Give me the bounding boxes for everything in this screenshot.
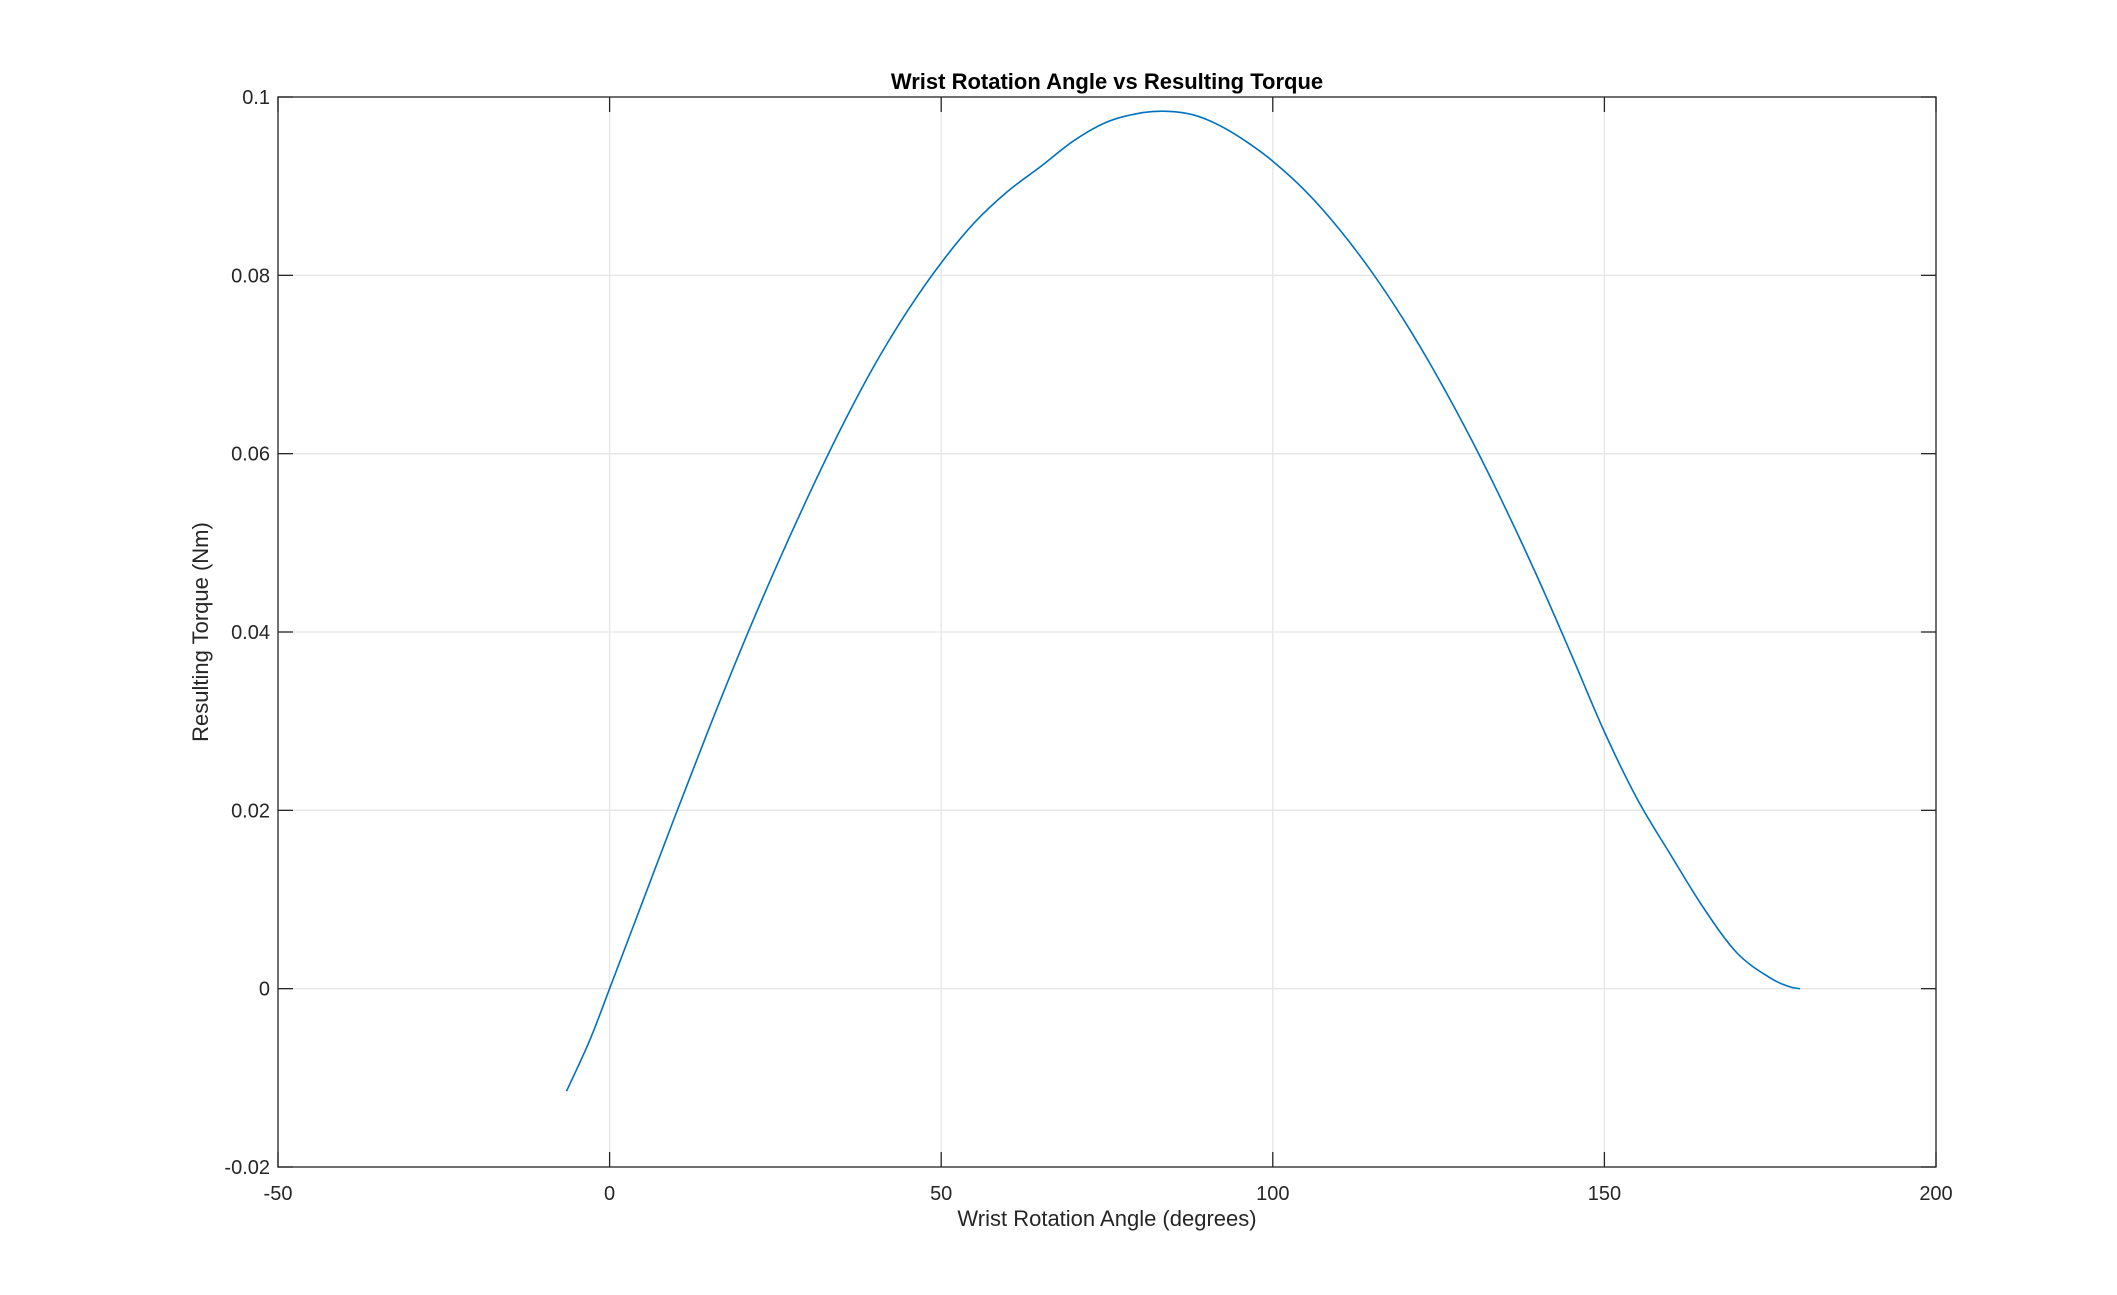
x-axis-label: Wrist Rotation Angle (degrees) [957,1206,1256,1231]
grid [277,96,1937,1168]
x-tick-label: 200 [1919,1183,1952,1205]
x-tick-label: 0 [604,1183,615,1205]
tick-labels: -50 0 50 100 150 200 -0.02 0 0.02 0.04 0.06 0.08 0.1 [224,87,1952,1205]
y-tick-label: 0.08 [231,265,270,287]
chart-title: Wrist Rotation Angle vs Resulting Torque [891,69,1323,94]
y-tick-label: 0.02 [231,800,270,822]
series-layer [565,110,1801,1092]
y-axis-label: Resulting Torque (Nm) [188,522,213,742]
x-tick-label: 50 [930,1183,952,1205]
series-line [565,110,1801,1092]
y-tick-label: -0.02 [224,1157,270,1179]
y-tick-label: 0.04 [231,622,270,644]
ticks [277,96,1937,1168]
x-tick-label: -50 [264,1183,293,1205]
y-tick-label: 0.1 [242,87,270,109]
x-tick-label: 150 [1588,1183,1621,1205]
y-tick-label: 0.06 [231,444,270,466]
x-tick-label: 100 [1256,1183,1289,1205]
y-tick-label: 0 [259,979,270,1001]
